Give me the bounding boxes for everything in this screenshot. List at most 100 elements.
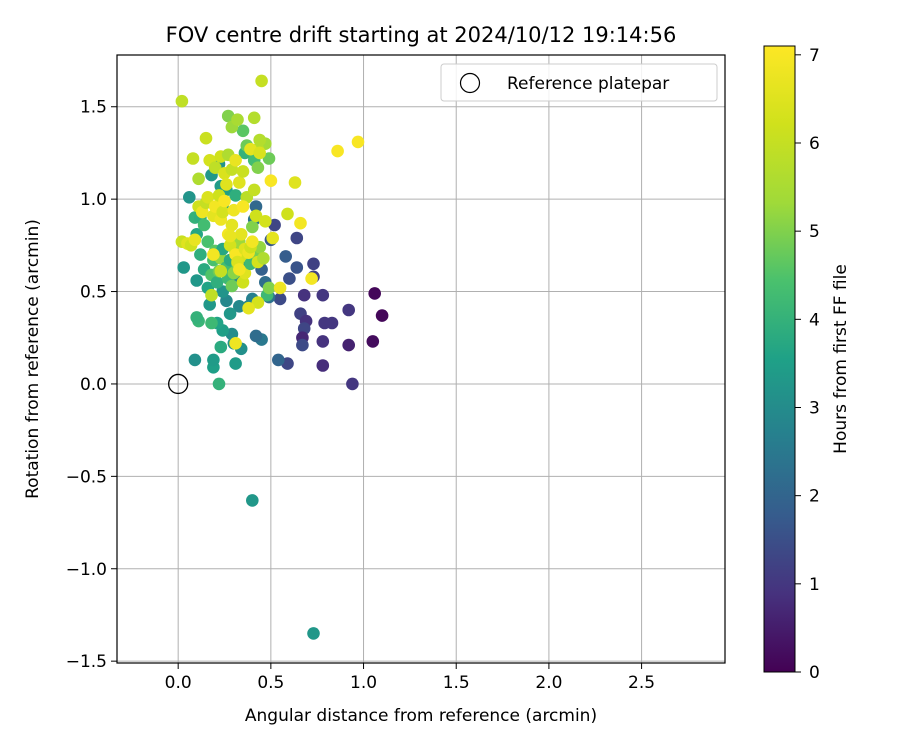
data-point [220, 178, 233, 191]
data-point [368, 287, 382, 300]
colorbar-tick-label: 2 [809, 487, 820, 507]
data-point [273, 292, 287, 306]
data-point [249, 209, 263, 223]
data-point [210, 276, 224, 289]
data-point [207, 248, 220, 261]
data-point [236, 165, 250, 178]
x-tick-label: 2.5 [628, 673, 655, 693]
data-point [246, 235, 259, 248]
data-point [177, 261, 190, 274]
data-point [246, 494, 259, 507]
data-point [259, 215, 272, 228]
colorbar-tick-label: 4 [809, 310, 820, 330]
data-point [257, 251, 270, 265]
colorbar-gradient [763, 45, 796, 673]
data-point [290, 261, 304, 274]
data-point [214, 340, 228, 354]
data-point [249, 200, 263, 213]
plot-frame [116, 54, 726, 664]
legend-box [440, 63, 718, 102]
data-point [190, 274, 203, 287]
data-point [266, 231, 280, 245]
colorbar-tick-label: 1 [809, 575, 820, 595]
x-tick-label: 1.0 [350, 673, 377, 693]
data-point [255, 74, 268, 88]
data-point [251, 296, 265, 309]
y-tick-label: 1.0 [80, 190, 107, 210]
data-point [272, 353, 285, 367]
y-tick-label: −1.0 [66, 560, 107, 580]
data-point [234, 228, 248, 241]
data-point [346, 377, 359, 391]
legend-marker-open-circle [459, 72, 481, 94]
data-point [223, 239, 237, 252]
data-point [218, 194, 231, 208]
colorbar-tick-label: 7 [809, 46, 820, 66]
chart-title: FOV centre drift starting at 2024/10/12 … [166, 23, 677, 47]
data-point [216, 285, 229, 298]
data-point [199, 131, 213, 145]
data-point [229, 154, 242, 167]
data-point [175, 94, 189, 108]
data-point [262, 152, 276, 165]
x-axis-label: Angular distance from reference (arcmin) [245, 706, 597, 726]
colorbar-label: Hours from first FF file [831, 264, 851, 454]
data-point [351, 135, 365, 149]
data-point [233, 263, 246, 276]
colorbar: 0 1 2 3 4 5 6 7 Hours from first FF file [763, 45, 851, 683]
data-point [294, 216, 307, 230]
data-point [225, 279, 239, 293]
data-point [253, 146, 266, 160]
data-point [192, 172, 205, 186]
colorbar-tick-label: 6 [809, 134, 820, 154]
data-point [236, 200, 250, 213]
data-point [212, 377, 226, 391]
data-point [342, 338, 356, 352]
data-point [247, 111, 261, 125]
data-point [307, 257, 320, 271]
data-point [205, 288, 218, 302]
data-point [229, 357, 242, 370]
data-point [223, 307, 237, 321]
colorbar-tick-label: 5 [809, 222, 820, 242]
data-point [281, 207, 294, 221]
data-point [186, 152, 200, 165]
y-axis-ticks: −1.5 −1.0 −0.5 0.0 0.5 1.0 1.5 [66, 98, 117, 672]
data-point [233, 176, 246, 189]
data-point [316, 359, 330, 372]
x-tick-label: 2.0 [535, 673, 562, 693]
x-tick-label: 0.5 [257, 673, 284, 693]
data-point [375, 309, 389, 322]
data-point [201, 191, 215, 204]
x-tick-label: 1.5 [443, 673, 470, 693]
data-point [262, 281, 276, 295]
data-point [231, 113, 244, 126]
data-point [190, 311, 203, 324]
data-point [246, 220, 259, 234]
data-point [316, 288, 330, 302]
data-point [307, 627, 320, 640]
data-point [253, 133, 266, 147]
data-point [247, 183, 261, 197]
data-point [331, 144, 344, 158]
colorbar-ticks: 0 1 2 3 4 5 6 7 [795, 46, 820, 683]
colorbar-tick-label: 0 [809, 663, 820, 683]
data-point [229, 189, 242, 202]
colorbar-tick-label: 3 [809, 398, 820, 418]
data-point [297, 288, 311, 302]
data-point [251, 161, 265, 174]
reference-platepar-marker [168, 373, 189, 395]
data-point [342, 303, 356, 317]
data-point [201, 235, 215, 248]
legend-label: Reference platepar [507, 74, 669, 94]
data-point [264, 174, 278, 187]
data-point [316, 335, 330, 348]
y-tick-label: 1.5 [80, 98, 107, 118]
data-point [205, 316, 218, 330]
data-point [214, 264, 228, 278]
data-point [305, 272, 318, 285]
data-point [366, 335, 380, 348]
y-axis-label: Rotation from reference (arcmin) [23, 219, 43, 499]
data-point [208, 161, 222, 174]
